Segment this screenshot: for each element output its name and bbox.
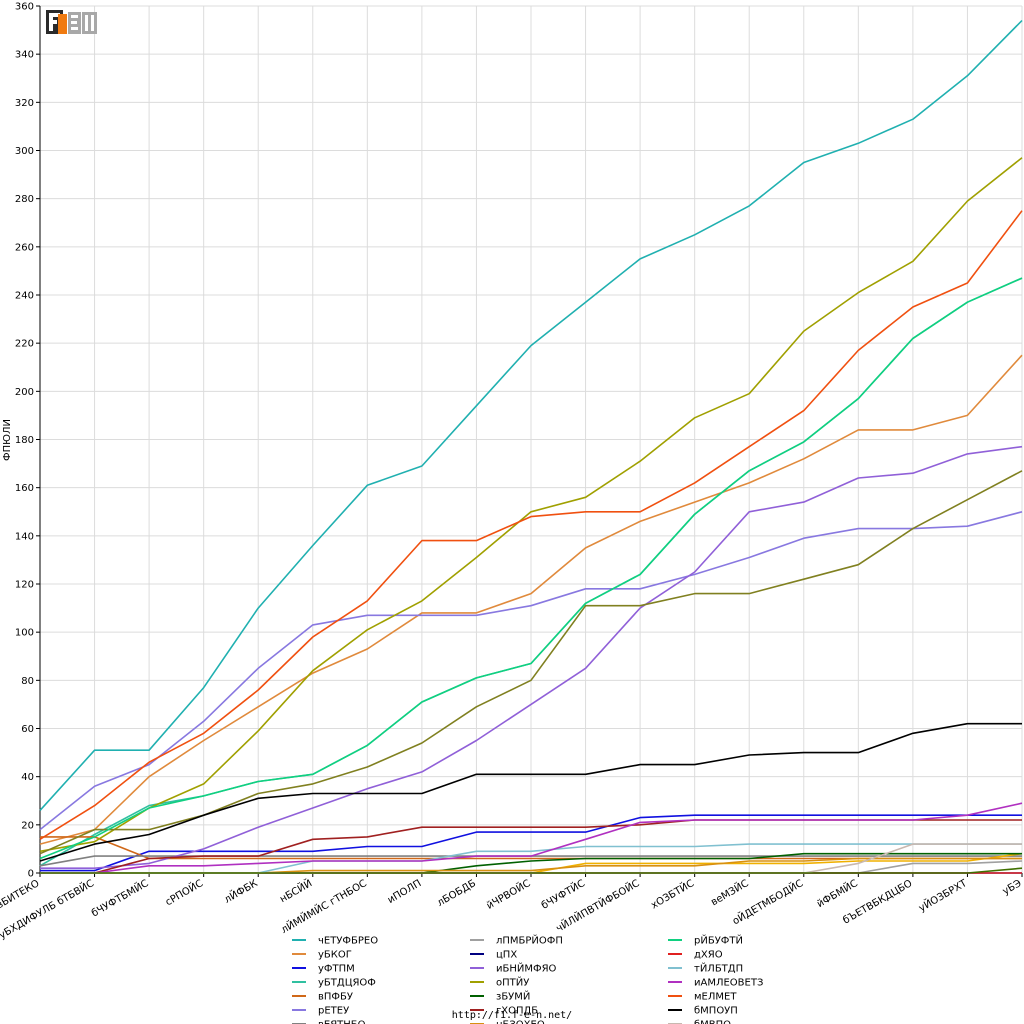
legend: чЕТУФБРЕО уБКОГ уФТПМ уБТДЦЯОФ вПФБУ рЕТЕУ вЕЯ…: [292, 934, 763, 1024]
series-lines: [39, 19, 1023, 874]
x-tick-label: веМЗЙС: [708, 876, 750, 908]
series-line-16: [39, 277, 1023, 860]
legend-item-label: иАМЛЕОВЕТЗ: [694, 978, 763, 989]
y-tick-label: 180: [15, 435, 34, 446]
legend-item-label: вПФБУ: [318, 992, 353, 1003]
y-tick-label: 0: [28, 869, 34, 880]
x-tick-label: лЙФБК: [222, 876, 260, 905]
legend-item-label: чЕТУФБРЕО: [318, 936, 378, 947]
f1en-logo: [46, 8, 100, 36]
legend-item-label: зБУМЙ: [496, 990, 530, 1003]
series-line-21: [39, 722, 1022, 862]
legend-item-label: нБЗОХЕО: [496, 1020, 545, 1024]
legend-item-label: рЙБУФТЙ: [694, 934, 743, 947]
y-tick-label: 80: [21, 676, 34, 687]
series-line-5: [39, 511, 1023, 831]
y-tick-label: 240: [15, 291, 34, 302]
x-tick-label: хОЗБТЙС: [648, 876, 696, 911]
series-line-11: [39, 157, 1023, 853]
legend-item-label: рЕТЕУ: [318, 1006, 349, 1017]
legend-item-label: цПХ: [496, 950, 517, 961]
x-tick-label: уБХДИФУЛБ бТБВЙС: [0, 876, 96, 941]
x-tick-label: вБИТЕКО: [0, 878, 42, 911]
y-tick-label: 300: [15, 146, 34, 157]
y-tick-label: 100: [15, 628, 34, 639]
y-tick-label: 140: [15, 531, 34, 542]
x-tick-label: сРПОЙС: [163, 876, 205, 908]
y-tick-label: 340: [15, 50, 34, 61]
axes: 0 20 40 60 80 100 120 140 160 180 200 220 240 260 280 3…: [0, 2, 1024, 942]
legend-item-label: оПТЙУ: [496, 976, 529, 989]
legend-item-label: бМПОУП: [694, 1006, 738, 1017]
series-line-20: [39, 210, 1023, 840]
series-line-19: [40, 802, 1023, 874]
logo-icon: [46, 10, 97, 34]
series-line-2: [40, 814, 1022, 872]
legend-item-label: тЙЛБТДП: [694, 962, 743, 975]
legend-item-label: гХОПДБ: [496, 1006, 538, 1017]
series-line-1: [39, 354, 1023, 845]
y-tick-label: 20: [21, 820, 34, 831]
legend-item-label: лПМБРЙОФП: [496, 934, 563, 947]
y-tick-label: 160: [15, 483, 34, 494]
legend-item-label: уБТДЦЯОФ: [318, 978, 376, 989]
y-tick-label: 280: [15, 194, 34, 205]
x-tick-label: уЙОЗБРХТ: [916, 876, 970, 914]
y-tick-label: 60: [21, 724, 34, 735]
series-line-23: [40, 867, 1023, 874]
x-tick-label: иПОЛП: [386, 878, 423, 906]
legend-item-label: мЕЛМЕТ: [694, 992, 737, 1003]
legend-item-label: вЕЯТНБО: [318, 1020, 366, 1024]
y-tick-label: 200: [15, 387, 34, 398]
x-tick-label: йЧРВОЙС: [484, 876, 533, 912]
y-tick-label: 320: [15, 98, 34, 109]
source-url[interactable]: http://f1.f-e-n.net/: [451, 1010, 573, 1021]
grid: [39, 5, 1023, 874]
y-tick-label: 220: [15, 339, 34, 350]
x-tick-label: нБСЙЙ: [277, 876, 314, 905]
x-tick-label: йФБМЙС: [814, 876, 860, 910]
x-tick-label: уБЭ: [1001, 878, 1024, 897]
y-axis-label: ФПЮЛИ: [2, 419, 13, 461]
legend-item-label: иБНЙМФЯО: [496, 962, 557, 975]
x-tick-label: лБОБДБ: [436, 878, 479, 909]
y-tick-label: 40: [21, 772, 34, 783]
legend-item-label: уБКОГ: [318, 950, 352, 961]
x-tick-label: чЙЛЙПВТЙФБОЙС: [554, 876, 642, 934]
y-tick-label: 120: [15, 580, 34, 591]
series-line-0: [39, 19, 1023, 811]
series-line-10: [40, 445, 1023, 870]
x-tick-label: бЧУФТЙС: [539, 876, 587, 911]
x-tick-label: бЧУФТБМЙС: [89, 876, 151, 919]
legend-item-label: бМВПО: [694, 1020, 731, 1024]
y-tick-label: 360: [15, 2, 34, 13]
y-tick-label: 260: [15, 242, 34, 253]
x-tick-label: лЙМЙМЙС гТНБОС: [278, 876, 368, 936]
legend-item-label: уФТПМ: [318, 964, 355, 975]
legend-item-label: дХЯО: [694, 950, 723, 961]
